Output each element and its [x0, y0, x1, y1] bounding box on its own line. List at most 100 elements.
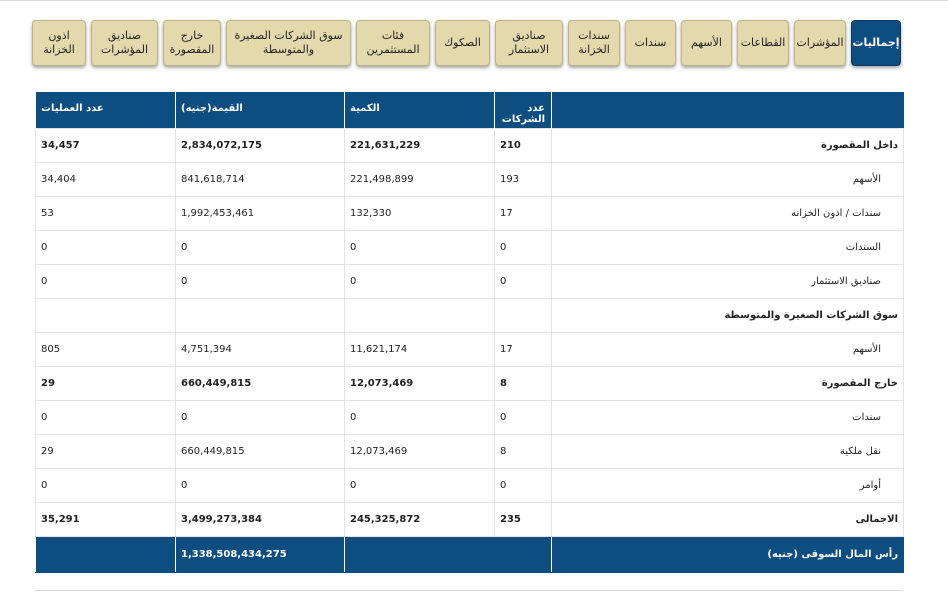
row-companies: 0	[494, 229, 552, 265]
table-row: الأسهم 17 11,621,174 4,751,394 805	[35, 331, 904, 367]
row-trades	[35, 297, 176, 333]
row-label: السندات	[551, 229, 904, 265]
table-row: الاجمالى 235 245,325,872 3,499,273,384 35,29…	[35, 501, 904, 537]
row-trades: 29	[35, 365, 176, 401]
tab-bar: إجماليات المؤشرات القطاعات الأسهم سندات سندات…	[32, 20, 901, 66]
row-label: خارج المقصورة	[551, 365, 904, 401]
row-companies: 0	[494, 467, 552, 503]
row-quantity: 11,621,174	[344, 331, 495, 367]
tab-8[interactable]: فئات المستثمرين	[356, 20, 430, 66]
row-quantity: 0	[344, 399, 495, 435]
tab-11[interactable]: صناديق المؤشرات	[91, 20, 158, 66]
table-row: داخل المقصورة 210 221,631,229 2,834,072,175…	[35, 127, 904, 163]
table-row: السندات 0 0 0 0	[35, 229, 904, 265]
row-trades: 35,291	[35, 501, 176, 537]
row-quantity: 245,325,872	[344, 501, 495, 537]
header-quantity: الكمية	[344, 92, 495, 128]
row-trades: 29	[35, 433, 176, 469]
bottom-divider	[35, 590, 903, 591]
table-row: أوامر 0 0 0 0	[35, 467, 904, 503]
tab-3[interactable]: الأسهم	[681, 20, 732, 66]
tab-0[interactable]: إجماليات	[851, 20, 901, 66]
row-trades: 805	[35, 331, 176, 367]
row-label: نقل ملكية	[551, 433, 904, 469]
row-companies: 210	[494, 127, 552, 163]
row-quantity: 221,498,899	[344, 161, 495, 197]
tab-6[interactable]: صناديق الاستثمار	[495, 20, 563, 66]
row-value: 2,834,072,175	[175, 127, 345, 163]
row-companies: 17	[494, 331, 552, 367]
row-label: الأسهم	[551, 161, 904, 197]
table-row: سندات 0 0 0 0	[35, 399, 904, 435]
row-companies: 235	[494, 501, 552, 537]
row-quantity: 221,631,229	[344, 127, 495, 163]
row-label: سوق الشركات الصغيرة والمتوسطة	[551, 297, 904, 333]
row-label: داخل المقصورة	[551, 127, 904, 163]
header-companies: عدد الشركات	[494, 92, 552, 128]
row-quantity: 0	[344, 263, 495, 299]
row-quantity: 132,330	[344, 195, 495, 231]
table-row: صناديق الاستثمار 0 0 0 0	[35, 263, 904, 299]
header-category	[551, 92, 904, 128]
row-label: الاجمالى	[551, 501, 904, 537]
table-row: نقل ملكية 8 12,073,469 660,449,815 29	[35, 433, 904, 469]
table-row: خارج المقصورة 8 12,073,469 660,449,815 29	[35, 365, 904, 401]
market-cap-empty	[35, 535, 176, 573]
tab-10[interactable]: خارج المقصورة	[163, 20, 221, 66]
tab-5[interactable]: سندات الخزانة	[568, 20, 620, 66]
market-cap-row: رأس المال السوقى (جنيه) 1,338,508,434,27…	[35, 535, 904, 573]
row-value: 0	[175, 467, 345, 503]
row-value: 4,751,394	[175, 331, 345, 367]
row-label: سندات / اذون الخزانه	[551, 195, 904, 231]
table-row: سوق الشركات الصغيرة والمتوسطة	[35, 297, 904, 333]
market-summary-table: عدد الشركات الكمية القيمة(جنيه) عدد العم…	[35, 92, 904, 573]
row-trades: 53	[35, 195, 176, 231]
row-trades: 34,404	[35, 161, 176, 197]
row-trades: 0	[35, 467, 176, 503]
row-companies: 8	[494, 365, 552, 401]
row-label: الأسهم	[551, 331, 904, 367]
market-cap-value: 1,338,508,434,275	[175, 535, 345, 573]
row-companies: 0	[494, 263, 552, 299]
row-companies: 0	[494, 399, 552, 435]
row-quantity: 0	[344, 467, 495, 503]
row-trades: 0	[35, 399, 176, 435]
header-trades: عدد العمليات	[35, 92, 176, 128]
row-companies: 17	[494, 195, 552, 231]
tab-1[interactable]: المؤشرات	[794, 20, 846, 66]
table-header-row: عدد الشركات الكمية القيمة(جنيه) عدد العم…	[35, 92, 904, 128]
table-row: سندات / اذون الخزانه 17 132,330 1,992,453,4…	[35, 195, 904, 231]
row-value: 660,449,815	[175, 433, 345, 469]
row-label: سندات	[551, 399, 904, 435]
header-value: القيمة(جنيه)	[175, 92, 345, 128]
table-row: الأسهم 193 221,498,899 841,618,714 34,404	[35, 161, 904, 197]
row-value: 0	[175, 229, 345, 265]
row-label: أوامر	[551, 467, 904, 503]
market-cap-spacer	[344, 535, 552, 573]
row-value: 0	[175, 399, 345, 435]
row-value: 841,618,714	[175, 161, 345, 197]
row-quantity: 12,073,469	[344, 365, 495, 401]
row-companies: 193	[494, 161, 552, 197]
row-companies: 8	[494, 433, 552, 469]
row-value	[175, 297, 345, 333]
row-quantity	[344, 297, 495, 333]
row-companies	[494, 297, 552, 333]
row-value: 0	[175, 263, 345, 299]
row-trades: 34,457	[35, 127, 176, 163]
row-label: صناديق الاستثمار	[551, 263, 904, 299]
row-quantity: 12,073,469	[344, 433, 495, 469]
row-value: 1,992,453,461	[175, 195, 345, 231]
row-value: 3,499,273,384	[175, 501, 345, 537]
tab-9[interactable]: سوق الشركات الصغيرة والمتوسطة	[226, 20, 351, 66]
tab-4[interactable]: سندات	[625, 20, 676, 66]
tab-2[interactable]: القطاعات	[737, 20, 789, 66]
row-value: 660,449,815	[175, 365, 345, 401]
tab-7[interactable]: الصكوك	[435, 20, 490, 66]
top-divider	[0, 0, 948, 1]
row-quantity: 0	[344, 229, 495, 265]
market-cap-label: رأس المال السوقى (جنيه)	[551, 535, 904, 573]
tab-12[interactable]: اذون الخزانة	[32, 20, 86, 66]
row-trades: 0	[35, 263, 176, 299]
row-trades: 0	[35, 229, 176, 265]
